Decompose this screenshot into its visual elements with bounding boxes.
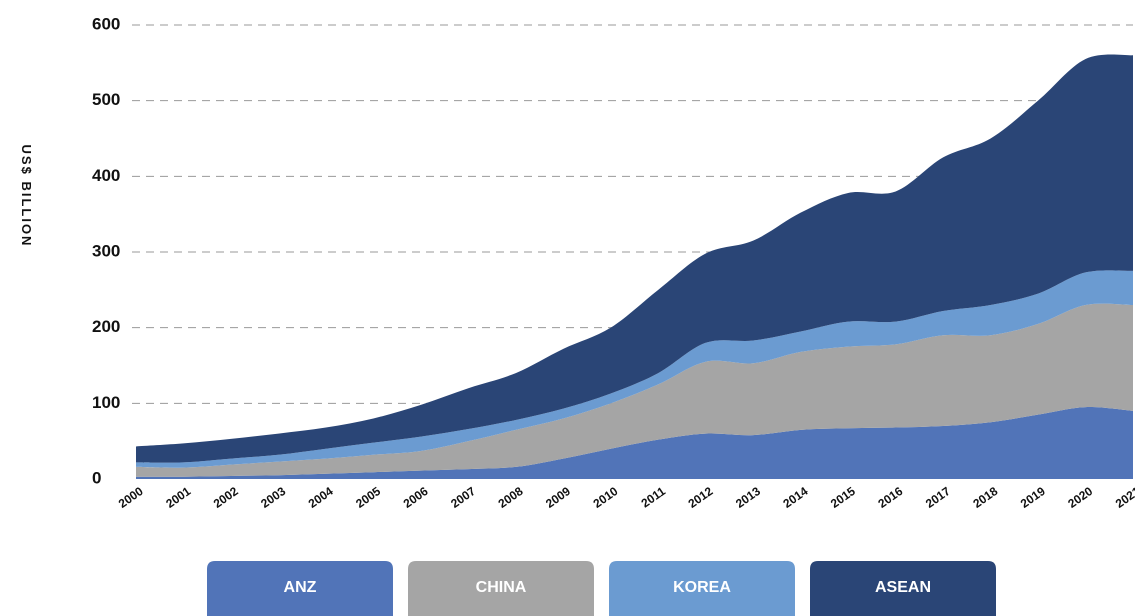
- x-tick-label: 2007: [448, 484, 478, 511]
- x-tick-label: 2016: [875, 484, 905, 511]
- x-tick-label: 2009: [543, 484, 573, 511]
- legend-label: KOREA: [673, 579, 731, 596]
- legend-label: ASEAN: [875, 579, 931, 596]
- area: [136, 54, 1133, 463]
- legend-label: CHINA: [476, 579, 527, 596]
- legend-label: ANZ: [284, 579, 317, 596]
- legend-swatch: [207, 561, 393, 616]
- x-tick-label: 2008: [496, 484, 526, 511]
- y-tick-label: 0: [92, 468, 101, 487]
- y-tick-label: 100: [92, 393, 120, 412]
- x-tick-label: 2014: [780, 484, 810, 511]
- legend-swatch: [810, 561, 996, 616]
- x-tick-label: 2013: [733, 484, 763, 511]
- y-tick-label: 200: [92, 317, 120, 336]
- y-tick-label: 400: [92, 166, 120, 185]
- x-tick-label: 2006: [401, 484, 431, 511]
- x-tick-label: 2003: [258, 484, 288, 511]
- y-tick-label: 600: [92, 14, 120, 33]
- x-tick-label: 2011: [639, 484, 669, 511]
- x-tick-label: 2018: [970, 484, 1000, 511]
- x-tick-label: 2004: [306, 484, 336, 511]
- x-tick-label: 2020: [1065, 484, 1095, 511]
- area: [136, 407, 1133, 479]
- y-tick-label: 300: [92, 241, 120, 260]
- x-tick-label: 2021: [1113, 484, 1135, 511]
- x-tick-label: 2015: [828, 484, 858, 511]
- y-tick-label: 500: [92, 90, 120, 109]
- x-tick-label: 2005: [353, 484, 383, 511]
- y-axis-label: US$ BILLION: [19, 145, 34, 248]
- x-tick-label: 2012: [686, 484, 716, 511]
- legend-swatch: [408, 561, 594, 616]
- area: [136, 303, 1133, 477]
- x-tick-label: 2001: [163, 484, 193, 511]
- legend-swatch: [609, 561, 795, 616]
- x-tick-label: 2017: [923, 484, 953, 511]
- x-tick-label: 2019: [1018, 484, 1048, 511]
- x-tick-label: 2002: [211, 484, 241, 511]
- x-tick-label: 2000: [116, 484, 146, 511]
- x-tick-label: 2010: [591, 484, 621, 511]
